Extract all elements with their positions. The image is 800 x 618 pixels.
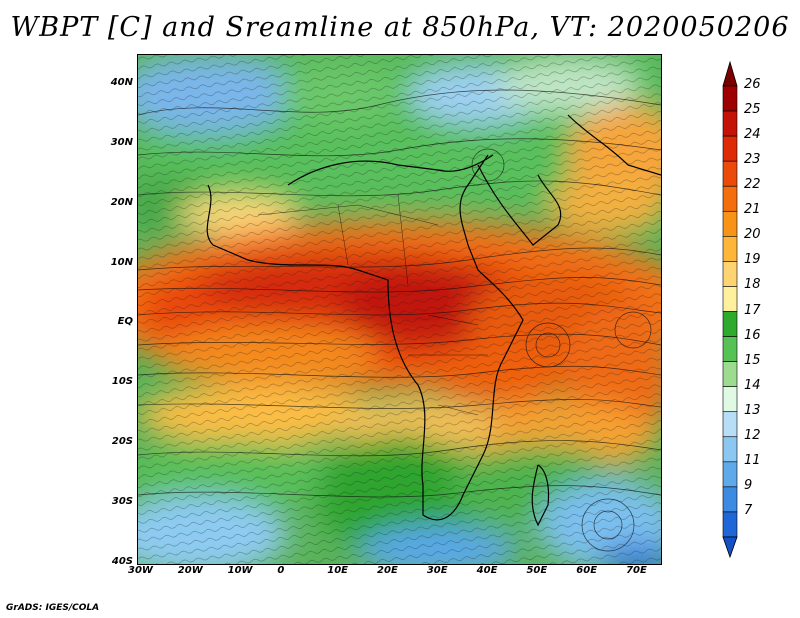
colorbar-label: 24 xyxy=(744,127,761,143)
lat-tick-label: 10S xyxy=(111,376,133,388)
lon-tick-label: 60E xyxy=(576,565,598,576)
colorbar-swatch xyxy=(722,311,738,337)
colorbar-swatch xyxy=(722,236,738,262)
lon-tick-label: 20E xyxy=(377,565,398,576)
colorbar-label: 11 xyxy=(744,452,761,468)
lon-tick-label: 50E xyxy=(526,565,548,576)
colorbar-label: 20 xyxy=(744,227,761,243)
colorbar-swatch xyxy=(722,411,738,438)
colorbar-label: 14 xyxy=(744,377,761,393)
lon-tick-label: 70E xyxy=(626,565,647,576)
lat-tick-label: 40N xyxy=(110,76,133,88)
lat-tick-label: 30S xyxy=(111,496,133,508)
lon-tick-label: 0 xyxy=(277,565,285,576)
lon-tick-label: 40E xyxy=(476,565,498,576)
colorbar-swatch xyxy=(722,135,738,162)
lat-tick-label: 20N xyxy=(110,196,133,208)
colorbar-label: 17 xyxy=(744,302,761,318)
colorbar-swatch xyxy=(722,261,738,287)
lat-tick-label: 30N xyxy=(110,136,133,148)
colorbar-label: 18 xyxy=(744,277,761,293)
lat-tick-label: 20S xyxy=(111,436,133,448)
colorbar-label: 16 xyxy=(744,327,761,343)
colorbar-swatch xyxy=(722,486,738,513)
wbpt-streamline-map xyxy=(138,55,661,564)
lon-tick-label: 30W xyxy=(128,565,153,576)
colorbar-swatch xyxy=(722,286,738,312)
coastlines xyxy=(206,114,661,527)
colorbar-swatch xyxy=(722,110,738,137)
colorbar-swatch xyxy=(722,210,738,237)
colorbar-swatch xyxy=(722,511,738,538)
map-title: WBPT [C] and Sreamline at 850hPa, VT: 20… xyxy=(10,12,790,43)
colorbar-label: 25 xyxy=(744,102,761,118)
colorbar-label: 15 xyxy=(744,352,761,368)
lat-tick-label: 10N xyxy=(110,256,133,268)
colorbar-label: 19 xyxy=(744,252,761,268)
colorbar-swatch xyxy=(722,361,738,387)
colorbar-label: 9 xyxy=(744,477,753,493)
colorbar-label: 13 xyxy=(744,402,761,418)
country-borders xyxy=(257,194,488,416)
lon-tick-label: 10E xyxy=(327,565,348,576)
colorbar-max-arrow xyxy=(722,60,738,87)
colorbar-min-arrow xyxy=(722,536,738,559)
colorbar-label: 21 xyxy=(744,202,761,218)
colorbar-swatch xyxy=(722,386,738,413)
colorbar-swatch xyxy=(722,336,738,362)
lon-tick-label: 30E xyxy=(426,565,448,576)
colorbar-swatch xyxy=(722,185,738,212)
streamlines xyxy=(138,89,661,552)
colorbar-label: 23 xyxy=(744,152,761,168)
lon-tick-label: 20W xyxy=(177,565,203,576)
lat-tick-label: 40S xyxy=(111,556,133,567)
colorbar-label: 26 xyxy=(744,77,761,92)
lat-tick-label: EQ xyxy=(117,316,133,328)
colorbar-label: 12 xyxy=(744,427,761,443)
colorbar-swatch xyxy=(722,85,738,112)
map-panel xyxy=(137,54,662,565)
colorbar-swatch xyxy=(722,160,738,187)
streamline-texture xyxy=(138,55,661,564)
colorbar-label: 22 xyxy=(744,177,761,193)
colorbar-swatch xyxy=(722,436,738,463)
credit-text: GrADS: IGES/COLA xyxy=(6,603,100,613)
colorbar-label: 7 xyxy=(744,502,753,518)
colorbar-swatch xyxy=(722,461,738,488)
lon-tick-label: 10W xyxy=(227,565,253,576)
